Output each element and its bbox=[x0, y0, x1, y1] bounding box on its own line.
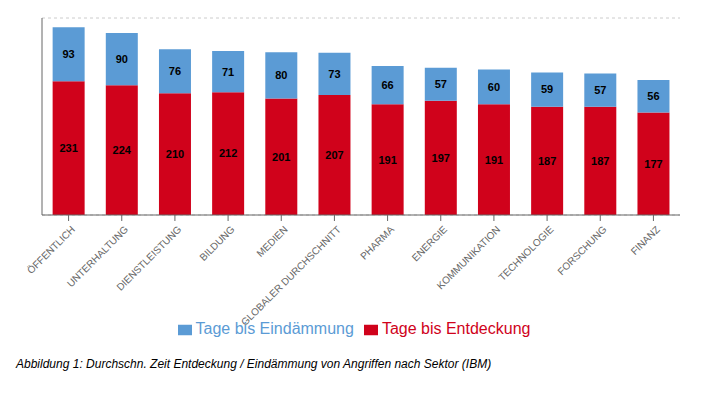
svg-text:231: 231 bbox=[59, 142, 77, 154]
svg-text:PHARMA: PHARMA bbox=[358, 223, 396, 261]
svg-text:BILDUNG: BILDUNG bbox=[197, 224, 236, 263]
svg-text:212: 212 bbox=[219, 147, 237, 159]
svg-text:201: 201 bbox=[272, 151, 290, 163]
svg-text:207: 207 bbox=[325, 149, 343, 161]
svg-text:71: 71 bbox=[222, 66, 234, 78]
svg-text:60: 60 bbox=[488, 81, 500, 93]
svg-text:MEDIEN: MEDIEN bbox=[254, 224, 289, 259]
svg-text:59: 59 bbox=[541, 83, 553, 95]
svg-text:177: 177 bbox=[644, 158, 662, 170]
svg-text:80: 80 bbox=[275, 69, 287, 81]
svg-text:FINANZ: FINANZ bbox=[629, 224, 662, 257]
svg-text:TECHNOLOGIE: TECHNOLOGIE bbox=[496, 223, 555, 282]
svg-text:187: 187 bbox=[591, 155, 609, 167]
svg-text:56: 56 bbox=[647, 90, 659, 102]
svg-text:76: 76 bbox=[169, 65, 181, 77]
svg-text:ENERGIE: ENERGIE bbox=[410, 223, 450, 263]
svg-text:FORSCHUNG: FORSCHUNG bbox=[555, 224, 609, 278]
svg-text:73: 73 bbox=[328, 68, 340, 80]
svg-text:57: 57 bbox=[435, 78, 447, 90]
svg-text:93: 93 bbox=[63, 48, 75, 60]
svg-text:187: 187 bbox=[538, 155, 556, 167]
svg-text:197: 197 bbox=[432, 152, 450, 164]
svg-text:191: 191 bbox=[378, 154, 396, 166]
svg-text:ÖFFENTLICH: ÖFFENTLICH bbox=[25, 224, 77, 276]
svg-text:57: 57 bbox=[594, 84, 606, 96]
svg-text:191: 191 bbox=[485, 154, 503, 166]
svg-text:66: 66 bbox=[382, 79, 394, 91]
svg-text:210: 210 bbox=[166, 148, 184, 160]
svg-text:90: 90 bbox=[116, 53, 128, 65]
svg-text:GLOBALER DURCHSCHNITT: GLOBALER DURCHSCHNITT bbox=[239, 224, 343, 328]
svg-text:224: 224 bbox=[113, 144, 132, 156]
svg-text:KOMMUNIKATION: KOMMUNIKATION bbox=[435, 224, 503, 292]
svg-text:DIENSTLEISTUNG: DIENSTLEISTUNG bbox=[114, 224, 183, 293]
